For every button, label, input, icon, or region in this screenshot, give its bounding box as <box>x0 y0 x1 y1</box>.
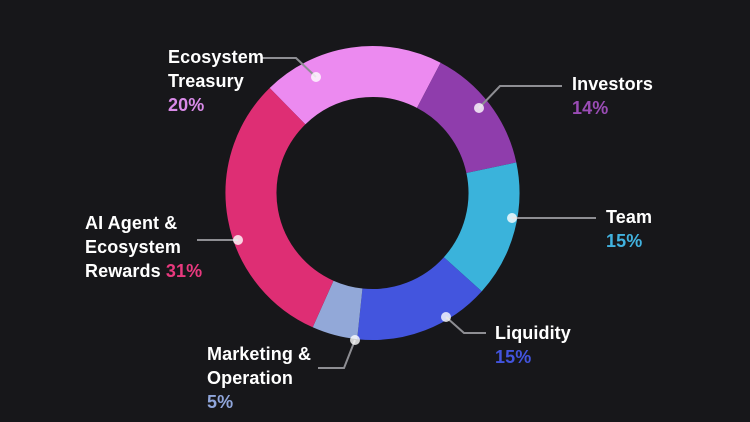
callout-marketing-operation: Marketing & Operation 5% <box>207 342 311 414</box>
callout-percent-marketing-operation: 5% <box>207 392 234 412</box>
callout-label-ecosystem-treasury: Treasury <box>168 71 244 91</box>
callout-percent-ecosystem-treasury: 20% <box>168 95 205 115</box>
donut-segment-marketing-operation[interactable] <box>312 280 364 340</box>
leader-dot-liquidity <box>441 312 451 322</box>
leader-dot-team <box>507 213 517 223</box>
callout-label-ai-agent-ecosystem-rewards: Ecosystem <box>85 237 181 257</box>
callout-ai-agent-ecosystem-rewards: AI Agent & Ecosystem Rewards 31% <box>85 211 202 283</box>
donut-segment-liquidity[interactable] <box>357 256 482 340</box>
donut-segment-ai-agent-ecosystem-rewards[interactable] <box>225 87 335 328</box>
callout-percent-team: 15% <box>606 231 643 251</box>
callout-percent-investors: 14% <box>572 98 609 118</box>
leader-dot-ai-agent-ecosystem-rewards <box>233 235 243 245</box>
callout-team: Team 15% <box>606 205 652 253</box>
callout-label-ecosystem-treasury: Ecosystem <box>168 47 264 67</box>
callout-liquidity: Liquidity 15% <box>495 321 571 369</box>
callout-investors: Investors 14% <box>572 72 653 120</box>
donut-segment-investors[interactable] <box>416 62 517 174</box>
callout-ecosystem-treasury: Ecosystem Treasury 20% <box>168 45 264 117</box>
callout-label-ai-agent-ecosystem-rewards: Rewards <box>85 261 166 281</box>
leader-line-liquidity <box>445 316 486 334</box>
callout-label-marketing-operation: Marketing & <box>207 344 312 364</box>
leader-dot-investors <box>474 103 484 113</box>
donut-segment-team[interactable] <box>443 162 520 292</box>
callout-label-investors: Investors <box>572 74 653 94</box>
leader-line-ecosystem-treasury <box>262 57 317 78</box>
leader-line-marketing-operation <box>318 339 356 369</box>
callout-label-marketing-operation: Operation <box>207 368 293 388</box>
leader-dot-marketing-operation <box>350 335 360 345</box>
callout-label-team: Team <box>606 207 653 227</box>
callout-percent-ai-agent-ecosystem-rewards: 31% <box>165 261 203 281</box>
leader-line-investors <box>478 85 562 109</box>
leader-dot-ecosystem-treasury <box>311 72 321 82</box>
callout-percent-liquidity: 15% <box>495 347 532 367</box>
donut-segment-ecosystem-treasury[interactable] <box>269 46 441 125</box>
callout-label-liquidity: Liquidity <box>495 323 571 343</box>
callout-label-ai-agent-ecosystem-rewards: AI Agent & <box>85 213 178 233</box>
